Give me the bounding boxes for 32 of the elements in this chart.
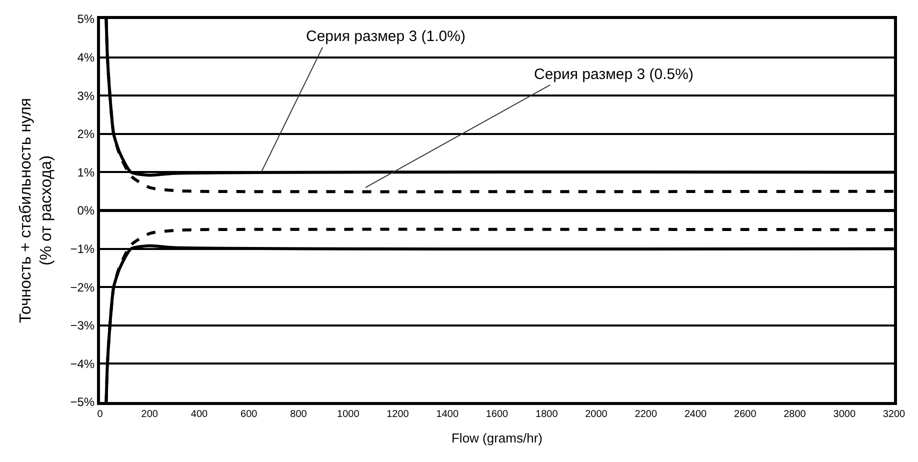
y-tick-label: 2% (77, 127, 95, 142)
y-tick-label: −2% (70, 280, 95, 294)
x-tick-label: 2000 (585, 409, 608, 420)
x-tick-label: 3200 (882, 409, 906, 420)
x-tick-label: 1200 (386, 409, 410, 420)
y-tick-label: 3% (77, 88, 95, 103)
y-axis-title: Точность + стабильность нуля (% от расхода) (17, 98, 56, 324)
y-tick-label: 1% (77, 165, 95, 180)
x-tick-label: 1600 (486, 409, 509, 420)
x-tick-label: 200 (141, 409, 158, 420)
x-tick-label: 1000 (337, 409, 360, 420)
annotation: Серия размер 3 (0.5%) (534, 66, 694, 83)
y-tick-label: −3% (70, 318, 95, 333)
y-tick-label: −4% (70, 356, 95, 371)
x-tick-label: 2200 (634, 409, 658, 420)
x-axis-title: Flow (grams/hr) (451, 430, 543, 446)
y-tick-label: 0% (77, 204, 95, 218)
x-tick-label: 2800 (784, 409, 806, 420)
y-tick-label: 4% (77, 50, 95, 64)
annotation: Серия размер 3 (1.0%) (306, 28, 466, 45)
x-tick-label: 3000 (833, 409, 856, 420)
x-tick-label: 1400 (436, 409, 459, 420)
x-tick-label: 2400 (684, 409, 708, 420)
x-tick-label: 400 (190, 409, 208, 420)
y-tick-label: 5% (77, 12, 95, 26)
x-tick-label: 600 (240, 409, 258, 420)
y-tick-label: −5% (70, 395, 95, 410)
y-tick-label: −1% (70, 242, 95, 256)
x-tick-label: 2600 (734, 409, 757, 420)
x-tick-label: 1800 (536, 409, 558, 420)
x-tick-label: 800 (290, 409, 308, 420)
x-tick-label: 0 (97, 409, 104, 420)
